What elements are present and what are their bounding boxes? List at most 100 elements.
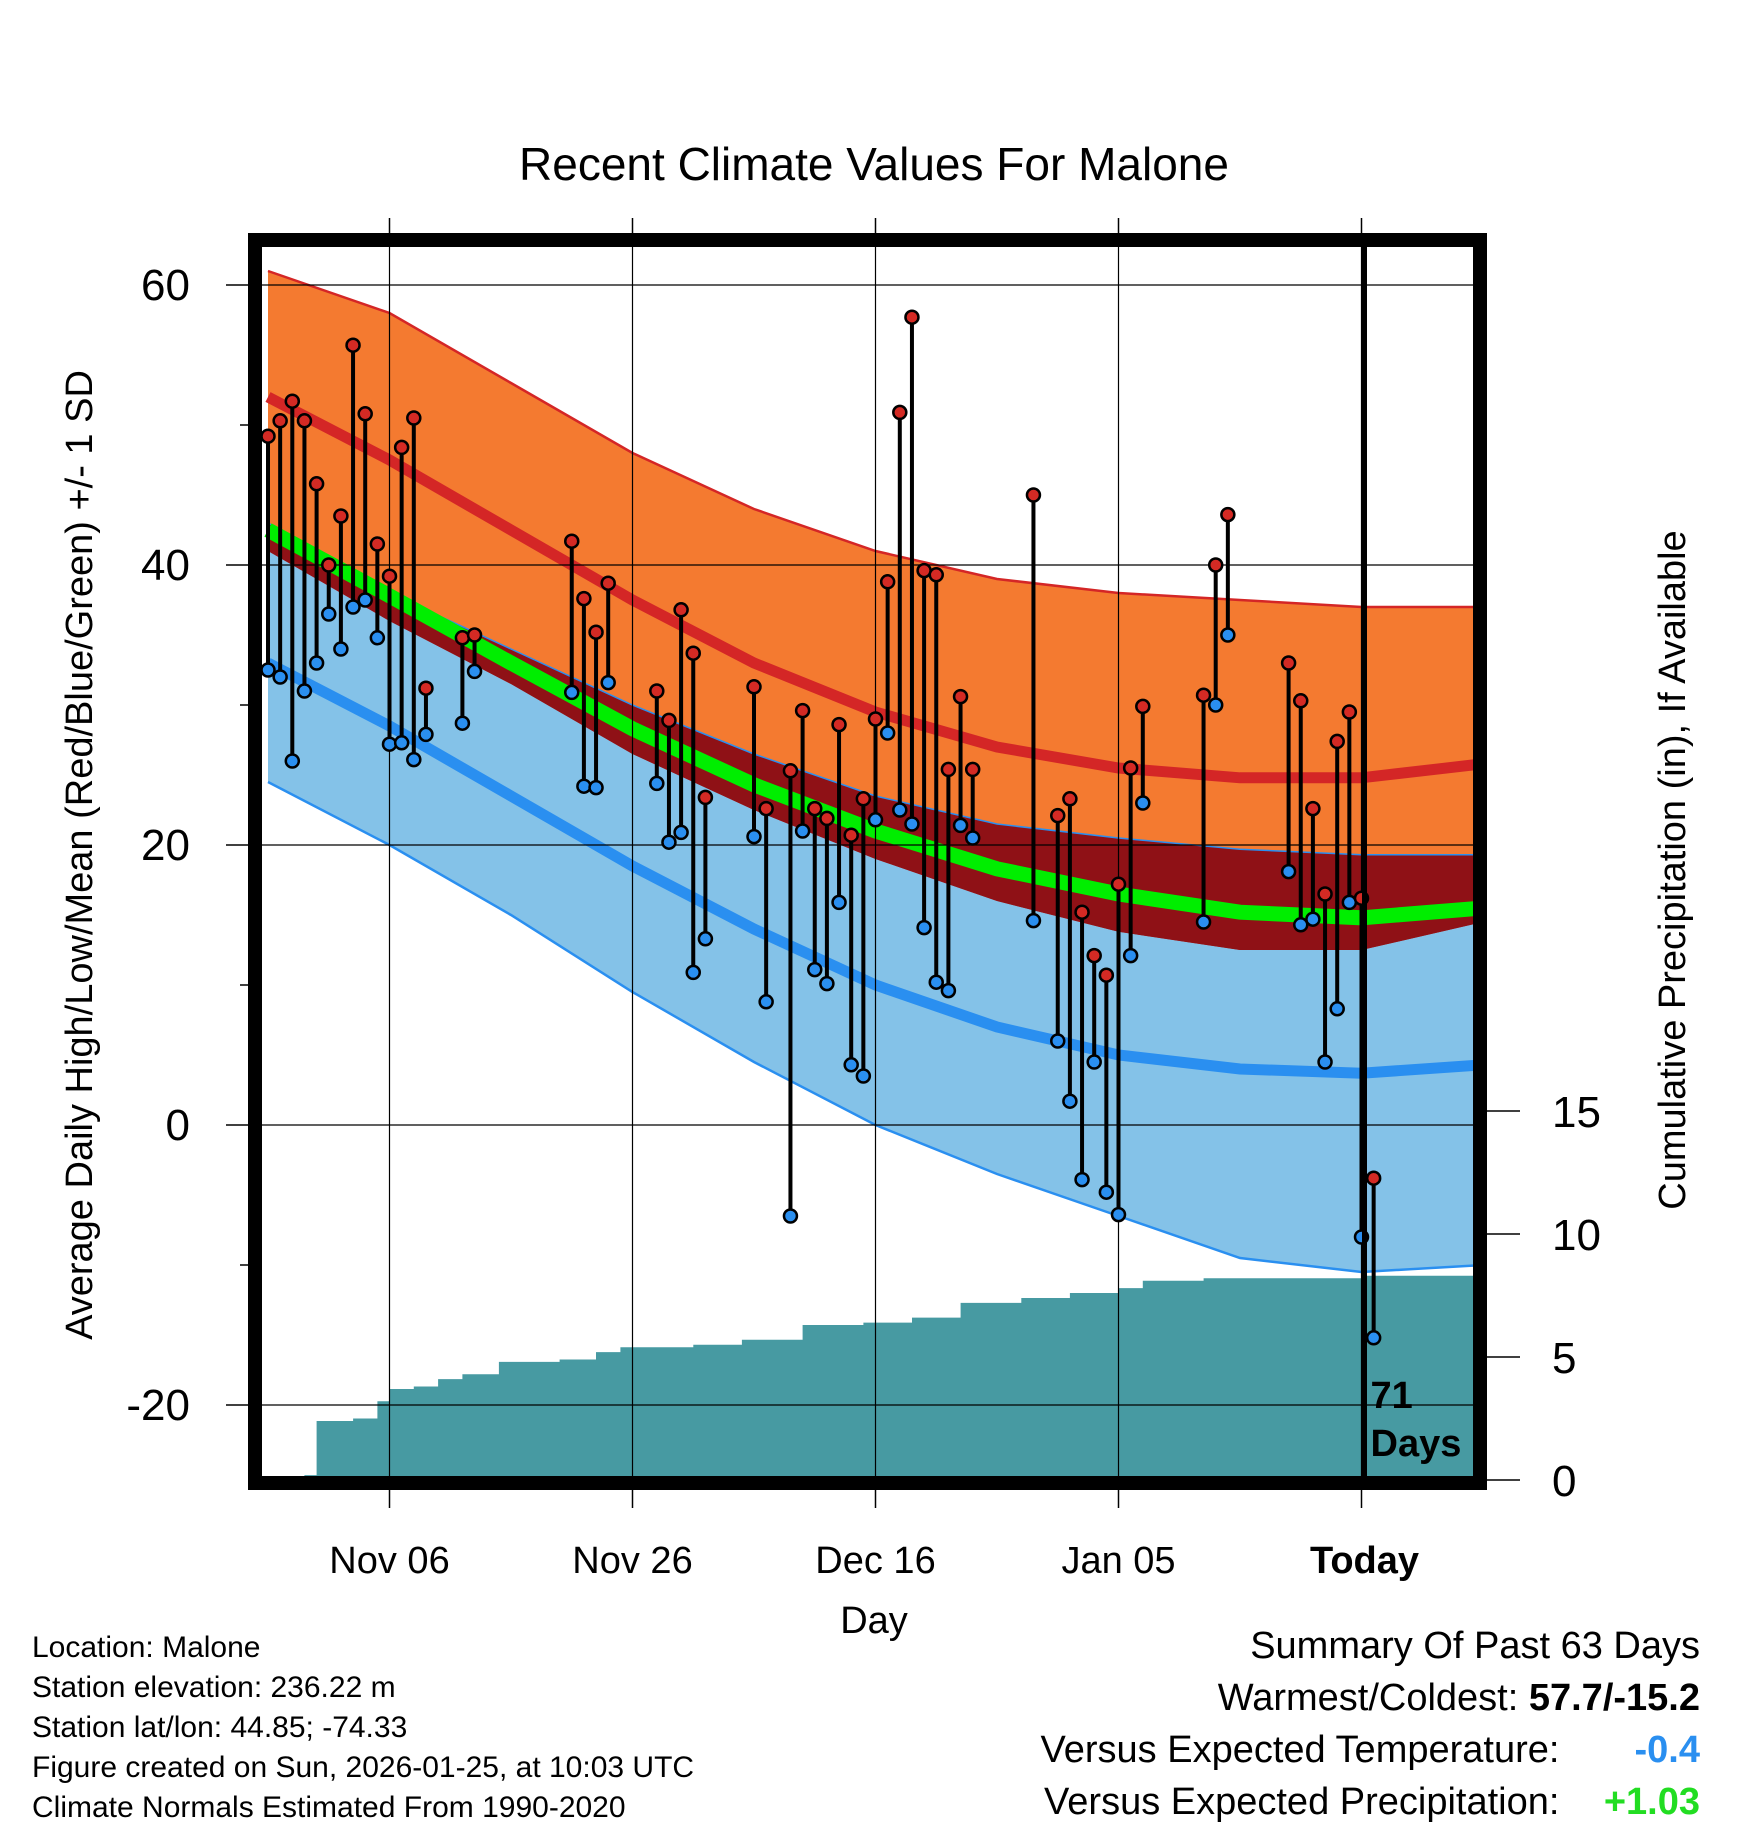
obs-high-marker [381, 568, 398, 584]
y-tick-label: 40 [141, 541, 190, 590]
obs-high-marker [855, 791, 872, 807]
obs-high-marker [758, 800, 774, 817]
obs-low-marker [1098, 1184, 1115, 1200]
obs-low-marker [418, 726, 434, 743]
precip-area [304, 1275, 1475, 1478]
obs-low-marker [661, 834, 677, 850]
obs-high-marker [1365, 1170, 1382, 1186]
obs-low-marker [1086, 1054, 1102, 1070]
warmest-row: Warmest/Coldest: 57.7/-15.2 [1041, 1672, 1700, 1724]
obs-low-marker [685, 964, 701, 981]
obs-low-marker [272, 669, 288, 685]
obs-low-marker [1122, 947, 1139, 964]
obs-high-marker [782, 763, 799, 779]
chart-title: Recent Climate Values For Malone [519, 138, 1229, 190]
obs-low-marker [843, 1057, 859, 1073]
obs-low-marker [393, 735, 410, 751]
obs-high-marker [904, 309, 920, 325]
obs-low-marker [782, 1208, 799, 1224]
obs-high-marker [308, 476, 325, 492]
obs-low-marker [454, 715, 471, 731]
y2-tick-label: 0 [1552, 1457, 1576, 1506]
obs-high-marker [685, 645, 701, 661]
obs-low-marker [1062, 1093, 1078, 1109]
obs-low-marker [308, 655, 325, 671]
obs-low-marker [1074, 1171, 1090, 1188]
obs-high-marker [794, 702, 811, 719]
obs-high-marker [697, 789, 714, 806]
y-tick-label: 20 [141, 821, 190, 870]
elevation-text: Station elevation: 236.22 m [32, 1671, 396, 1704]
obs-low-marker [600, 674, 616, 691]
obs-low-marker [1365, 1330, 1382, 1346]
obs-high-marker [406, 410, 422, 426]
obs-high-marker [1195, 687, 1212, 703]
obs-high-marker [284, 393, 301, 409]
obs-high-marker [892, 404, 908, 421]
obs-low-marker [916, 919, 932, 936]
obs-high-marker [1062, 791, 1078, 807]
obs-low-marker [345, 599, 361, 615]
obs-low-marker [321, 606, 337, 622]
obs-low-marker [855, 1068, 872, 1084]
obs-low-marker [964, 830, 981, 846]
obs-low-marker [697, 931, 714, 947]
obs-high-marker [260, 428, 276, 444]
obs-low-marker [284, 753, 301, 769]
obs-high-marker [673, 602, 689, 618]
y-tick-label: 60 [141, 261, 190, 310]
temp-row: Versus Expected Temperature: -0.4 [1041, 1724, 1700, 1776]
temp-value: -0.4 [1634, 1729, 1700, 1771]
obs-high-marker [588, 624, 604, 640]
latlon-text: Station lat/lon: 44.85; -74.33 [32, 1711, 408, 1744]
obs-high-marker [940, 761, 957, 778]
obs-low-marker [904, 816, 920, 832]
warmest-label: Warmest/Coldest: [1217, 1677, 1519, 1719]
obs-low-marker [369, 630, 386, 646]
obs-low-marker [1305, 911, 1321, 927]
days-unit-label: Days [1371, 1423, 1462, 1465]
x-tick-label: Dec 16 [815, 1540, 935, 1582]
obs-high-marker [418, 680, 434, 696]
obs-high-marker [661, 712, 677, 729]
y2-tick-label: 15 [1552, 1088, 1601, 1137]
precip-label: Versus Expected Precipitation: [1044, 1781, 1560, 1823]
plot-clip-group: 71 Days [260, 245, 1475, 1478]
obs-high-marker [321, 557, 337, 573]
obs-low-marker [1329, 1001, 1345, 1017]
obs-low-marker [673, 824, 689, 841]
obs-low-marker [794, 823, 811, 839]
obs-high-marker [879, 574, 896, 590]
x-tick-label: Today [1310, 1540, 1419, 1582]
obs-low-marker [260, 662, 276, 678]
obs-high-marker [296, 413, 313, 429]
obs-low-marker [357, 592, 373, 608]
obs-low-marker [746, 828, 762, 845]
y-tick-label: 0 [166, 1101, 190, 1150]
obs-low-marker [952, 817, 969, 834]
obs-high-marker [746, 679, 762, 695]
obs-high-marker [1280, 655, 1297, 671]
obs-low-marker [867, 812, 884, 828]
created-text: Figure created on Sun, 2026-01-25, at 10… [32, 1751, 695, 1784]
obs-low-marker [1280, 863, 1297, 880]
obs-low-marker [892, 802, 908, 818]
obs-low-marker [1110, 1206, 1127, 1223]
y-tick-label: -20 [126, 1381, 190, 1430]
obs-high-marker [819, 810, 835, 827]
obs-high-marker [964, 761, 981, 778]
obs-high-marker [1025, 487, 1042, 503]
obs-high-marker [454, 630, 471, 646]
obs-high-marker [928, 567, 944, 583]
plot-frame [248, 233, 1487, 1490]
obs-high-marker [1110, 876, 1127, 892]
station-info: Location: Malone Station elevation: 236.… [32, 1628, 694, 1828]
obs-high-marker [867, 711, 884, 727]
precip-value: +1.03 [1603, 1781, 1700, 1823]
precip-row: Versus Expected Precipitation: +1.03 [1041, 1776, 1700, 1828]
summary-title: Summary Of Past 63 Days [1250, 1625, 1700, 1667]
obs-high-marker [1341, 704, 1358, 720]
y2-tick-label: 10 [1552, 1211, 1601, 1260]
obs-low-marker [466, 663, 483, 680]
obs-low-marker [879, 725, 896, 741]
